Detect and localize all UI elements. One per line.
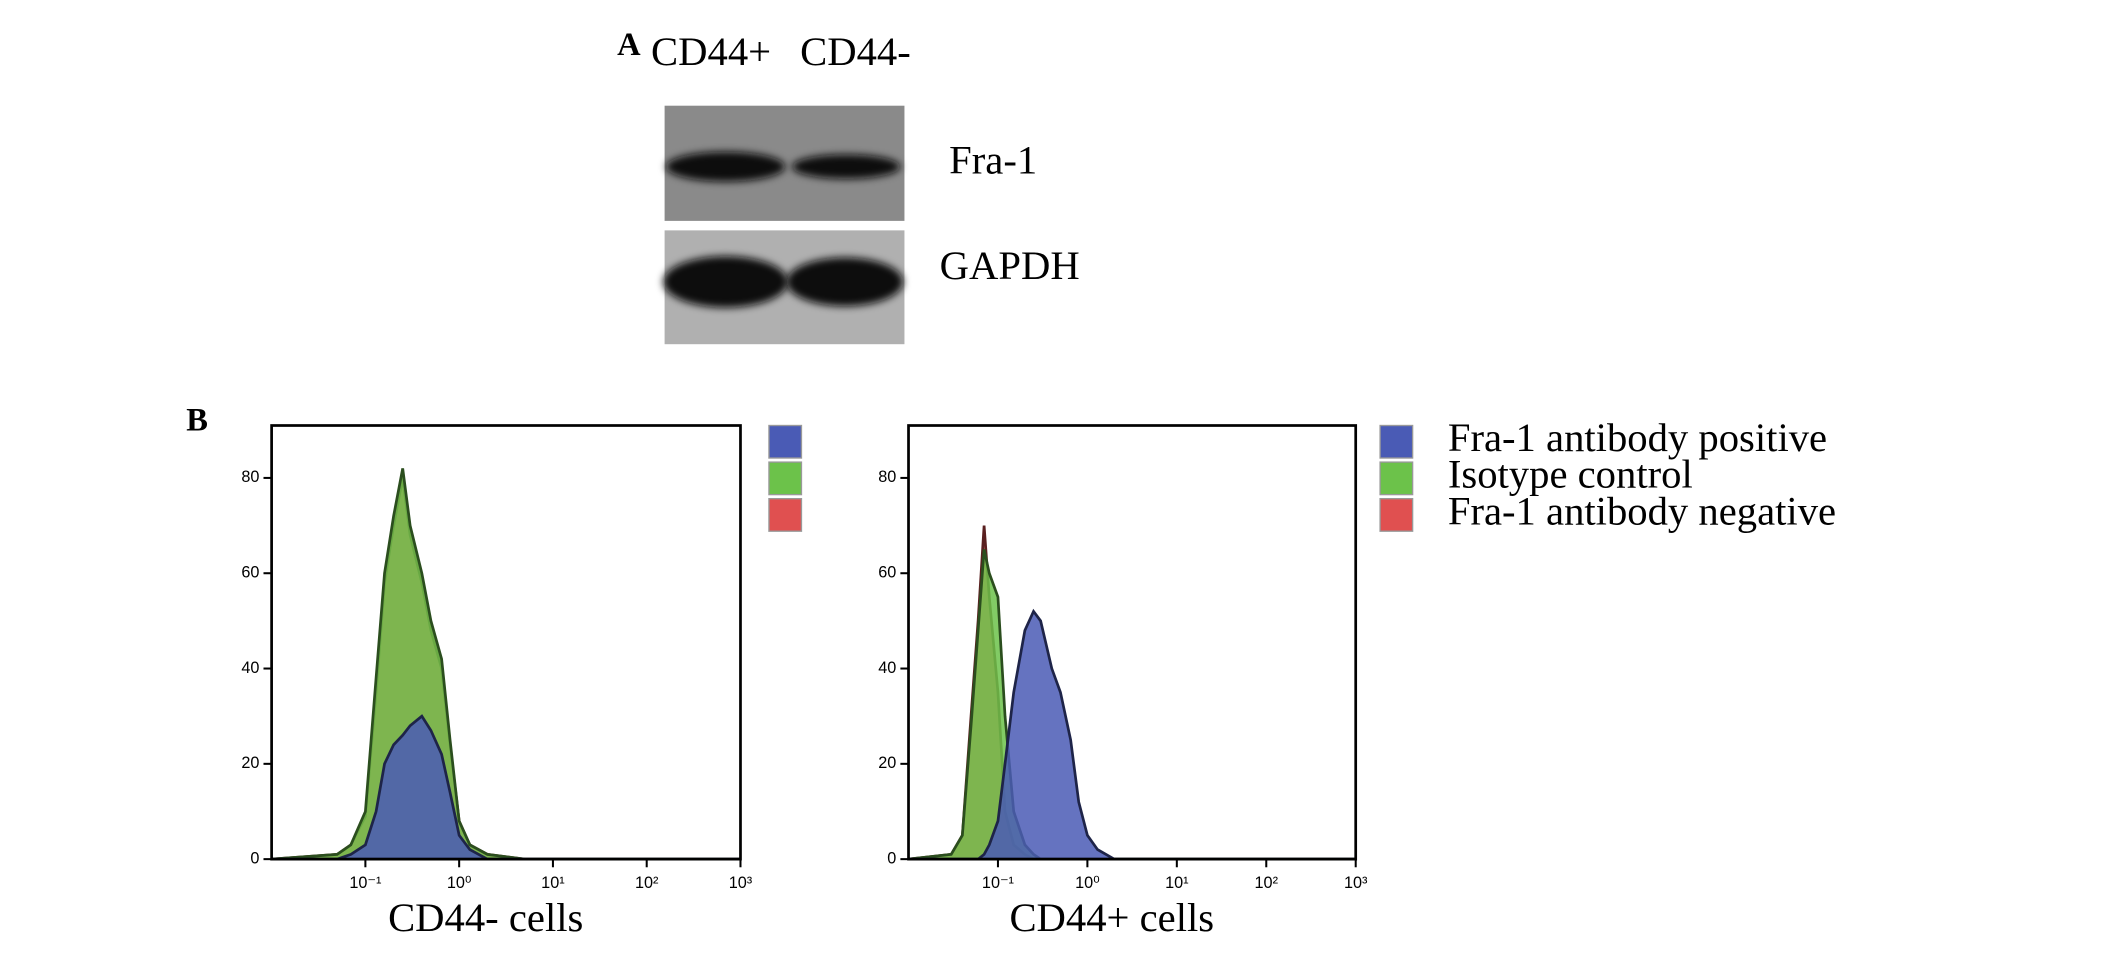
- x-tick-label: 10²: [635, 874, 659, 892]
- x-tick-label: 10⁰: [1075, 874, 1100, 892]
- x-tick-label: 10¹: [541, 874, 565, 892]
- y-tick-label: 40: [241, 659, 259, 677]
- plot-frame: [270, 424, 742, 861]
- lane-label: CD44+: [651, 29, 771, 74]
- y-tick-label: 80: [241, 468, 259, 486]
- legend-swatch: [768, 461, 803, 496]
- legend-swatch: [768, 498, 803, 532]
- lane-label: CD44-: [800, 29, 911, 74]
- blot-band: [786, 257, 904, 307]
- blot-band: [665, 151, 786, 182]
- x-axis-label: CD44+ cells: [1009, 895, 1214, 940]
- legend-label: Fra-1 antibody negative: [1448, 488, 1836, 533]
- panel-label: A: [617, 27, 641, 63]
- protein-label: GAPDH: [940, 243, 1080, 288]
- legend-swatch: [1379, 424, 1414, 459]
- y-tick-label: 20: [878, 754, 896, 772]
- x-tick-label: 10⁻¹: [349, 874, 382, 892]
- legend-label: Isotype control: [1448, 452, 1693, 497]
- panel-label: B: [186, 402, 208, 438]
- plot-frame: [907, 424, 1358, 861]
- histogram-area: [271, 477, 741, 861]
- legend-swatch: [768, 424, 803, 459]
- y-tick-label: 80: [878, 468, 896, 486]
- blot-image: [663, 105, 905, 345]
- blot-band: [663, 256, 788, 308]
- y-tick-label: 60: [878, 564, 896, 582]
- x-tick-label: 10¹: [1165, 874, 1189, 892]
- y-tick-label: 0: [250, 849, 259, 867]
- histogram-area: [271, 468, 741, 861]
- y-tick-label: 20: [241, 754, 259, 772]
- legend-swatch: [1379, 498, 1414, 532]
- x-tick-label: 10²: [1255, 874, 1279, 892]
- histogram-area: [271, 714, 741, 861]
- y-tick-label: 40: [878, 659, 896, 677]
- histogram-area: [908, 549, 1356, 861]
- legend-swatch: [1379, 461, 1414, 496]
- x-tick-label: 10³: [729, 874, 753, 892]
- protein-label: Fra-1: [949, 137, 1037, 182]
- y-tick-label: 60: [241, 564, 259, 582]
- x-tick-label: 10³: [1344, 874, 1368, 892]
- legend-label: Fra-1 antibody positive: [1448, 415, 1827, 460]
- x-tick-label: 10⁻¹: [982, 874, 1015, 892]
- x-tick-label: 10⁰: [447, 874, 472, 892]
- blot-band: [791, 154, 901, 179]
- y-tick-label: 0: [887, 849, 896, 867]
- x-axis-label: CD44- cells: [388, 895, 583, 940]
